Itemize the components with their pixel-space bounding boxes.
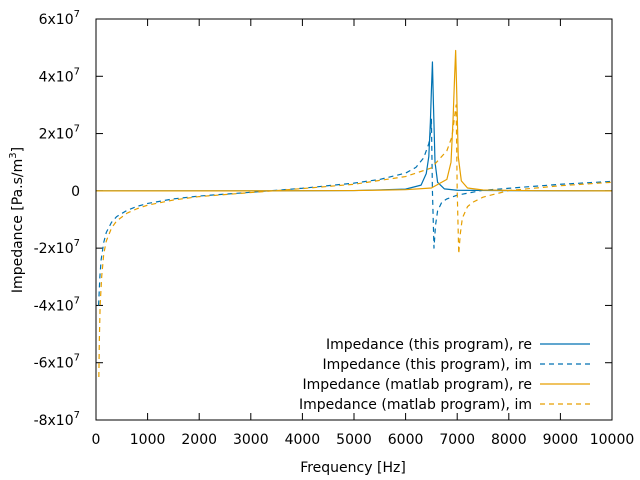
series-line-1	[97, 118, 613, 306]
y-tick-mantissa: 4x10	[39, 69, 74, 85]
series-line-0	[96, 61, 613, 192]
y-tick-mantissa: 6x10	[39, 12, 74, 28]
series-line-3	[98, 104, 613, 378]
x-tick-label: 6000	[388, 432, 424, 448]
y-tick-mantissa: -4x10	[34, 298, 74, 314]
plot-series	[96, 49, 613, 378]
x-tick-label: 10000	[590, 432, 635, 448]
x-tick-label: 7000	[439, 432, 475, 448]
y-tick-mantissa: -2x10	[34, 241, 74, 257]
plot-frame	[95, 18, 613, 421]
y-tick-label: 0	[71, 184, 80, 200]
y-tick-label: -6x107	[34, 353, 80, 372]
x-tick-label: 8000	[491, 432, 527, 448]
x-tick-label: 9000	[543, 432, 579, 448]
y-tick-label: -2x107	[34, 238, 80, 257]
y-tick-mantissa: 2x10	[39, 127, 74, 143]
x-axis-label: Frequency [Hz]	[300, 460, 406, 476]
y-axis-label: Impedance [Pa.s/m3]	[8, 147, 26, 293]
series-line-2	[96, 49, 613, 192]
legend: Impedance (this program), re Impedance (t…	[299, 337, 590, 413]
y-tick-mantissa: -8x10	[34, 413, 74, 429]
x-tick-label: 5000	[336, 432, 372, 448]
legend-label: Impedance (this program), re	[326, 337, 532, 353]
x-tick-label: 3000	[233, 432, 269, 448]
x-tick-label: 4000	[285, 432, 321, 448]
y-tick-exponent: 7	[74, 410, 80, 421]
x-tick-labels: 0 1000 2000 3000 4000 5000 6000 7000 8000 9000 100…	[92, 432, 635, 448]
y-tick-exponent: 7	[74, 238, 80, 249]
y-tick-exponent: 7	[74, 9, 80, 20]
x-tick-label: 1000	[130, 432, 166, 448]
y-tick-mantissa: -6x10	[34, 356, 74, 372]
y-tick-label: -8x107	[34, 410, 80, 429]
y-tick-exponent: 7	[74, 295, 80, 306]
legend-label: Impedance (matlab program), im	[299, 397, 532, 413]
y-tick-mantissa: 0	[71, 184, 80, 200]
y-tick-label: 4x107	[39, 66, 80, 85]
x-tick-label: 0	[92, 432, 101, 448]
y-tick-exponent: 7	[74, 124, 80, 135]
y-tick-label: 6x107	[39, 9, 80, 28]
y-axis-label-end: ]	[10, 147, 26, 152]
y-tick-label: 2x107	[39, 124, 80, 143]
legend-label: Impedance (matlab program), re	[302, 377, 532, 393]
legend-label: Impedance (this program), im	[323, 357, 532, 373]
y-axis-label-main: Impedance [Pa.s/m	[10, 159, 26, 293]
x-tick-label: 2000	[181, 432, 217, 448]
y-axis-label-sup: 3	[8, 152, 19, 158]
y-tick-label: -4x107	[34, 295, 80, 314]
y-tick-exponent: 7	[74, 353, 80, 364]
y-tick-exponent: 7	[74, 66, 80, 77]
